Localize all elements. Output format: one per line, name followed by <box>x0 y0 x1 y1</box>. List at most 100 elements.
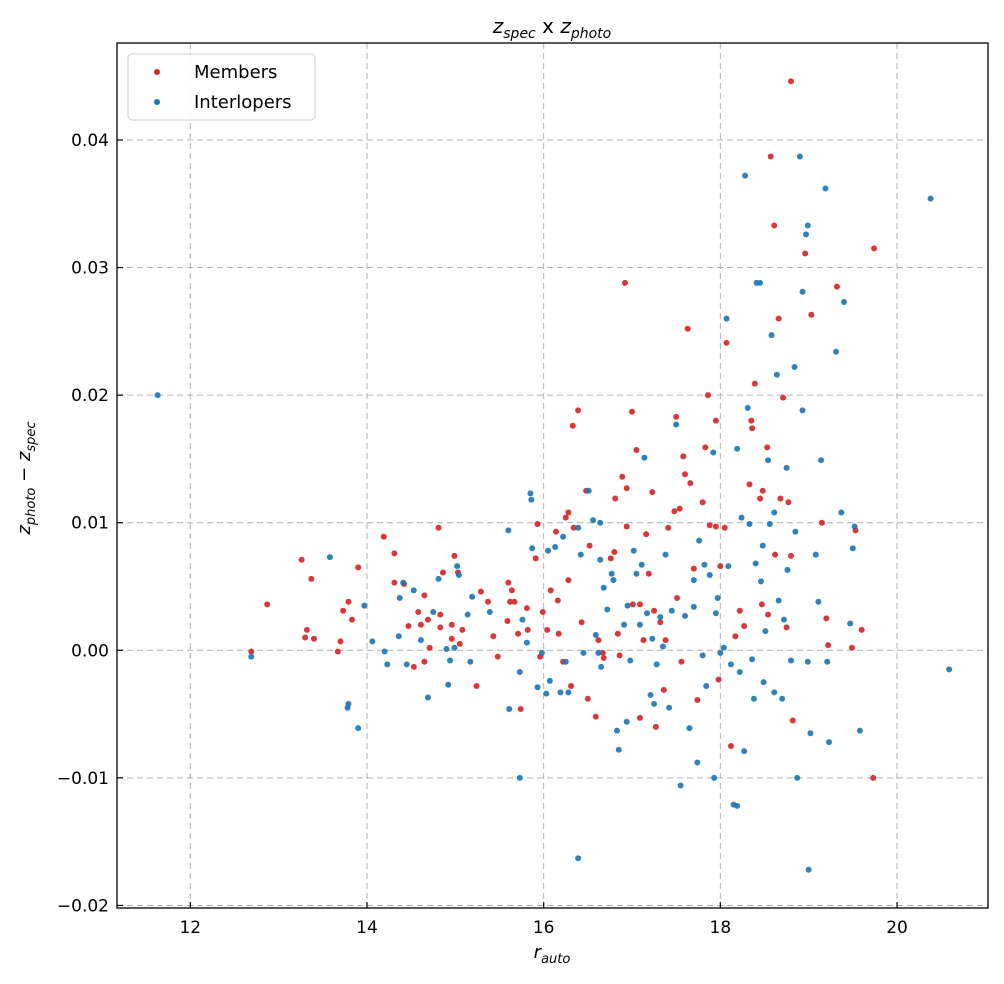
point-interlopers <box>741 748 748 755</box>
point-members <box>575 407 582 414</box>
point-members <box>736 607 743 614</box>
point-members <box>459 626 466 633</box>
point-members <box>337 638 344 645</box>
point-members <box>437 624 444 631</box>
point-members <box>636 714 643 721</box>
point-interlopers <box>633 570 640 577</box>
point-interlopers <box>154 392 161 399</box>
point-members <box>302 634 309 641</box>
point-members <box>586 542 593 549</box>
point-interlopers <box>759 542 766 549</box>
point-interlopers <box>644 610 651 617</box>
point-interlopers <box>344 704 351 711</box>
point-members <box>448 635 455 642</box>
point-members <box>687 480 694 487</box>
point-interlopers <box>621 621 628 628</box>
axis-ticks: 12 14 16 18 20 −0.02 −0.01 0.00 0.01 0.02 0.03 0.04 <box>57 131 908 938</box>
point-interlopers <box>636 621 643 628</box>
legend-box <box>127 53 316 121</box>
grid-lines <box>117 43 988 908</box>
point-interlopers <box>668 607 675 614</box>
point-members <box>678 658 685 665</box>
point-interlopers <box>784 566 791 573</box>
point-members <box>660 686 667 693</box>
point-members <box>511 598 518 605</box>
point-members <box>565 577 572 584</box>
point-interlopers <box>627 657 634 664</box>
legend-marker-members <box>154 69 160 75</box>
point-members <box>629 601 636 608</box>
point-interlopers <box>659 643 666 650</box>
point-members <box>712 417 719 424</box>
point-interlopers <box>822 185 829 192</box>
point-members <box>547 587 554 594</box>
point-members <box>539 609 546 616</box>
point-members <box>340 607 347 614</box>
point-interlopers <box>595 649 602 656</box>
point-members <box>584 695 591 702</box>
point-interlopers <box>799 288 806 295</box>
point-interlopers <box>738 514 745 521</box>
point-interlopers <box>560 533 567 540</box>
point-interlopers <box>760 679 767 686</box>
point-members <box>421 592 428 599</box>
point-members <box>833 283 840 290</box>
point-members <box>508 587 515 594</box>
point-members <box>671 508 678 515</box>
point-interlopers <box>696 537 703 544</box>
point-interlopers <box>771 509 778 516</box>
point-interlopers <box>424 694 431 701</box>
point-members <box>616 652 623 659</box>
point-members <box>592 713 599 720</box>
point-members <box>771 222 778 229</box>
point-interlopers <box>443 646 450 653</box>
point-members <box>595 637 602 644</box>
point-members <box>665 524 672 531</box>
point-interlopers <box>762 628 769 635</box>
point-interlopers <box>765 457 772 464</box>
point-members <box>777 495 784 502</box>
point-interlopers <box>604 606 611 613</box>
point-interlopers <box>562 658 569 665</box>
point-interlopers <box>838 509 845 516</box>
point-members <box>555 630 562 637</box>
point-members <box>758 601 765 608</box>
point-interlopers <box>396 594 403 601</box>
point-members <box>303 626 310 633</box>
y-axis-label: zphoto − zspec <box>14 421 39 535</box>
point-interlopers <box>651 700 658 707</box>
point-interlopers <box>744 404 751 411</box>
y-tick-label: −0.02 <box>57 896 109 916</box>
point-members <box>690 565 697 572</box>
point-members <box>673 413 680 420</box>
point-members <box>680 453 687 460</box>
point-members <box>415 609 422 616</box>
point-interlopers <box>534 684 541 691</box>
point-interlopers <box>545 547 552 554</box>
point-members <box>355 564 362 571</box>
ylabel-op: − <box>14 467 35 482</box>
point-interlopers <box>803 231 810 238</box>
point-interlopers <box>799 407 806 414</box>
y-tick-label: 0.04 <box>71 131 109 151</box>
point-interlopers <box>381 648 388 655</box>
point-members <box>612 495 619 502</box>
point-interlopers <box>543 690 550 697</box>
point-interlopers <box>796 153 803 160</box>
point-interlopers <box>608 570 615 577</box>
point-members <box>607 555 614 562</box>
point-interlopers <box>516 668 523 675</box>
point-interlopers <box>856 727 863 734</box>
point-interlopers <box>361 602 368 609</box>
point-interlopers <box>666 704 673 711</box>
point-members <box>562 514 569 521</box>
data-points <box>154 78 953 873</box>
point-members <box>623 485 630 492</box>
point-members <box>785 499 792 506</box>
point-members <box>621 279 628 286</box>
point-members <box>448 621 455 628</box>
point-interlopers <box>430 609 437 616</box>
point-interlopers <box>694 759 701 766</box>
point-interlopers <box>701 561 708 568</box>
point-interlopers <box>849 545 856 552</box>
